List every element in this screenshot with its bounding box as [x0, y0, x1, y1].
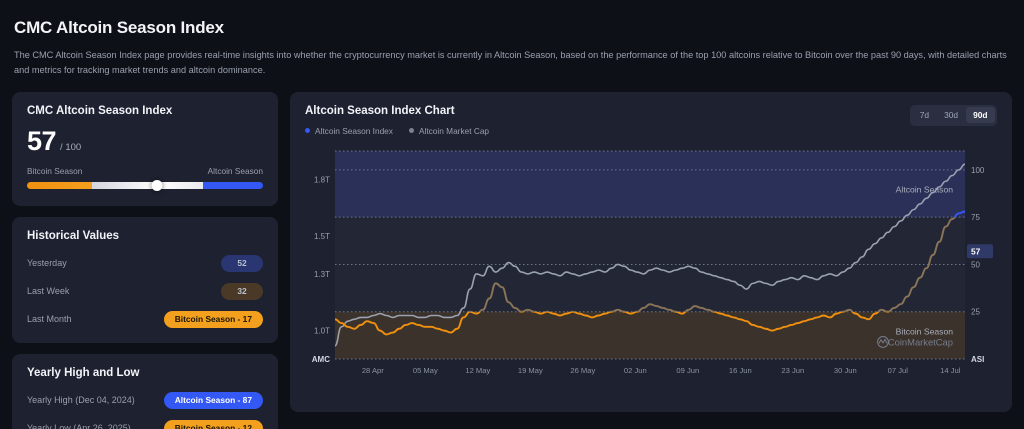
svg-text:50: 50: [971, 260, 980, 269]
gauge-labels: Bitcoin Season Altcoin Season: [27, 166, 263, 176]
chart-zone-1: [335, 311, 965, 359]
svg-text:75: 75: [971, 213, 980, 222]
legend-item-amc: Altcoin Market Cap: [408, 125, 490, 136]
row-label: Yearly Low (Apr 26, 2025): [27, 423, 131, 429]
chart-card: Altcoin Season Index Chart Altcoin Seaso…: [290, 91, 1012, 412]
series-altcoin-season-index: [467, 216, 956, 312]
svg-text:1.8T: 1.8T: [314, 175, 330, 184]
index-value-row: 57 / 100: [27, 125, 263, 156]
svg-text:12 May: 12 May: [465, 366, 490, 375]
svg-text:19 May: 19 May: [518, 366, 543, 375]
historical-values-card: Historical Values Yesterday 52 Last Week…: [12, 216, 278, 343]
historical-title: Historical Values: [27, 229, 120, 242]
series-altcoin-season-index: [335, 311, 891, 336]
chart-header-left: Altcoin Season Index Chart Altcoin Seaso…: [305, 105, 489, 136]
yearly-title: Yearly High and Low: [27, 366, 140, 379]
row-label: Yesterday: [27, 258, 67, 269]
svg-text:26 May: 26 May: [570, 366, 595, 375]
svg-text:Altcoin Season: Altcoin Season: [896, 184, 954, 194]
svg-text:ASI: ASI: [971, 355, 984, 364]
status-badge: 52: [221, 254, 263, 272]
index-card-title: CMC Altcoin Season Index: [27, 104, 173, 117]
legend-dot-icon: [408, 128, 414, 134]
chart-plot-area[interactable]: 1.8T 1.5T 1.3T 1.0T AMC 100 75 50 25 ASI 28 Apr 05 …: [305, 145, 997, 385]
svg-text:07 Jul: 07 Jul: [888, 366, 909, 375]
yearly-list: Yearly High (Dec 04, 2024) Altcoin Seaso…: [27, 391, 263, 429]
svg-text:02 Jun: 02 Jun: [624, 366, 647, 375]
index-max: / 100: [60, 141, 82, 153]
legend-label: Altcoin Season Index: [315, 125, 393, 136]
status-badge: Altcoin Season - 87: [163, 391, 263, 409]
index-value: 57: [27, 125, 57, 156]
svg-text:100: 100: [971, 166, 985, 175]
chart-title: Altcoin Season Index Chart: [305, 104, 455, 117]
list-item: Yearly Low (Apr 26, 2025) Bitcoin Season…: [27, 419, 263, 429]
svg-text:1.0T: 1.0T: [314, 326, 330, 335]
svg-text:CoinMarketCap: CoinMarketCap: [888, 336, 953, 347]
gauge-track: [27, 181, 263, 189]
altcoin-season-chart[interactable]: 1.8T 1.5T 1.3T 1.0T AMC 100 75 50 25 ASI 28 Apr 05 …: [305, 145, 997, 385]
svg-text:23 Jun: 23 Jun: [781, 366, 804, 375]
status-badge: Bitcoin Season - 12: [163, 419, 263, 429]
row-label: Last Week: [27, 286, 70, 297]
row-label: Yearly High (Dec 04, 2024): [27, 395, 135, 406]
svg-text:14 Jul: 14 Jul: [940, 366, 961, 375]
svg-text:57: 57: [971, 246, 981, 256]
sidebar-column: CMC Altcoin Season Index 57 / 100 Bitcoi…: [12, 91, 278, 429]
current-value-marker: [967, 244, 993, 259]
svg-text:25: 25: [971, 308, 980, 317]
gauge-segment-neutral: [91, 181, 203, 189]
list-item: Last Week 32: [27, 282, 263, 300]
svg-text:30 Jun: 30 Jun: [834, 366, 857, 375]
page-title: CMC Altcoin Season Index: [14, 18, 224, 37]
range-button-30d[interactable]: 30d: [944, 110, 959, 121]
list-item: Yesterday 52: [27, 254, 263, 272]
historical-list: Yesterday 52 Last Week 32 Last Month Bit…: [27, 254, 263, 328]
gauge-segment-altcoin: [202, 181, 263, 189]
gauge-knob[interactable]: [151, 180, 163, 192]
svg-text:16 Jun: 16 Jun: [729, 366, 752, 375]
main-layout: CMC Altcoin Season Index 57 / 100 Bitcoi…: [12, 91, 1012, 429]
svg-text:Bitcoin Season: Bitcoin Season: [896, 326, 954, 336]
legend-dot-icon: [305, 128, 310, 134]
chart-zone-0: [335, 150, 965, 217]
range-button-7d[interactable]: 7d: [919, 110, 930, 121]
series-altcoin-market-cap: [334, 163, 966, 347]
svg-text:28 Apr: 28 Apr: [362, 366, 384, 375]
svg-text:1.3T: 1.3T: [314, 270, 330, 279]
season-gauge[interactable]: [27, 180, 263, 192]
chart-legend: Altcoin Season Index Altcoin Market Cap: [305, 126, 489, 136]
svg-text:09 Jun: 09 Jun: [676, 366, 699, 375]
legend-label: Altcoin Market Cap: [418, 125, 490, 136]
index-card: CMC Altcoin Season Index 57 / 100 Bitcoi…: [12, 91, 278, 206]
svg-text:AMC: AMC: [312, 355, 330, 364]
chart-column: Altcoin Season Index Chart Altcoin Seaso…: [290, 91, 1012, 429]
range-selector[interactable]: 7d 30d 90d: [910, 104, 997, 126]
page-description: The CMC Altcoin Season Index page provid…: [14, 50, 1007, 75]
yearly-high-low-card: Yearly High and Low Yearly High (Dec 04,…: [12, 353, 278, 429]
svg-text:1.5T: 1.5T: [314, 232, 330, 241]
gauge-segment-bitcoin: [27, 181, 92, 189]
list-item: Last Month Bitcoin Season - 17: [27, 310, 263, 328]
gauge-label-left: Bitcoin Season: [27, 165, 83, 176]
svg-text:05 May: 05 May: [413, 366, 438, 375]
list-item: Yearly High (Dec 04, 2024) Altcoin Seaso…: [27, 391, 263, 409]
row-label: Last Month: [27, 314, 72, 325]
status-badge: 32: [221, 282, 263, 300]
status-badge: Bitcoin Season - 17: [163, 310, 263, 328]
legend-item-asi: Altcoin Season Index: [305, 126, 393, 136]
range-button-90d[interactable]: 90d: [966, 107, 995, 124]
chart-header: Altcoin Season Index Chart Altcoin Seaso…: [305, 104, 997, 136]
gauge-label-right: Altcoin Season: [207, 165, 263, 176]
